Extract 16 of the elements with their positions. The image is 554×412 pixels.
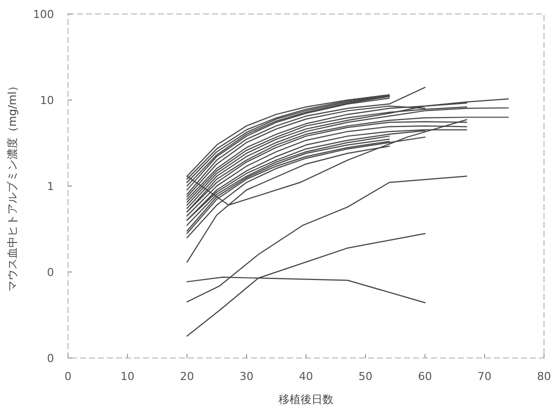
x-tick-label: 70 <box>478 370 492 383</box>
x-axis-title: 移植後日数 <box>278 393 334 406</box>
x-tick-label: 0 <box>64 370 72 383</box>
x-tick-label: 10 <box>120 370 134 383</box>
x-tick-label: 80 <box>537 370 551 383</box>
x-tick-label: 50 <box>358 370 372 383</box>
y-tick-label: 1 <box>47 180 54 193</box>
y-tick-label: 10 <box>40 94 54 107</box>
x-tick-label: 60 <box>418 370 432 383</box>
x-tick-label: 30 <box>240 370 254 383</box>
y-tick-label: 0 <box>47 266 54 279</box>
y-tick-label: 100 <box>33 8 54 21</box>
y-axis-title: マウス血中ヒトアルブミン濃度（mg/ml） <box>6 80 19 292</box>
x-tick-label: 20 <box>180 370 194 383</box>
y-tick-label: 0 <box>47 352 54 365</box>
x-tick-label: 40 <box>299 370 313 383</box>
